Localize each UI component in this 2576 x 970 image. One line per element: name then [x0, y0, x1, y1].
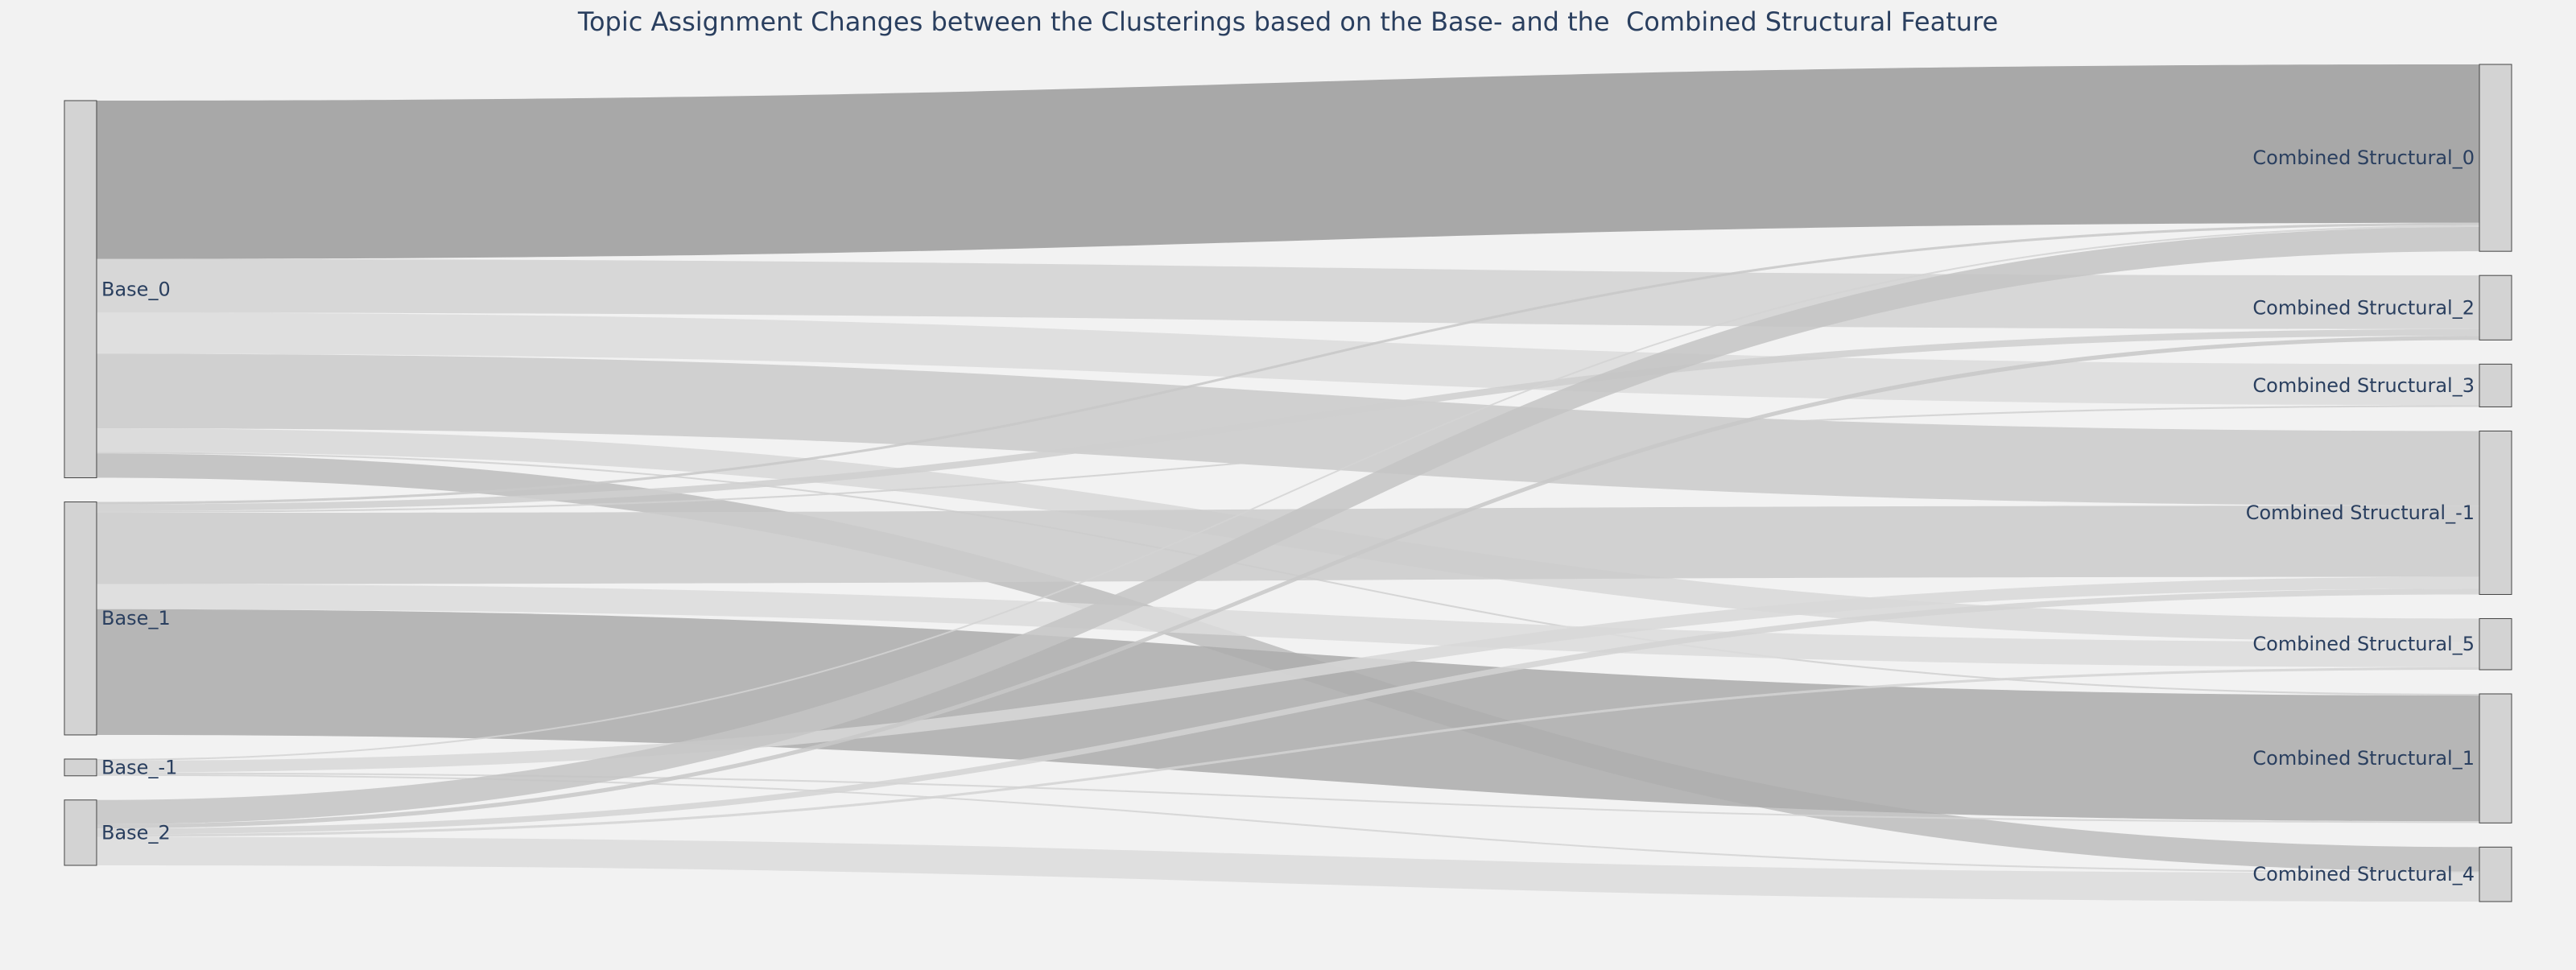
node-label-combined-structural-0: Combined Structural_0: [2252, 147, 2475, 169]
link-base-2-to-combined-structural-0[interactable]: [97, 226, 2479, 824]
link-base-2-to-combined-structural-5[interactable]: [97, 667, 2479, 837]
link-base-minus1-to-combined-structural-0[interactable]: [97, 225, 2479, 762]
link-base-0-to-combined-structural-minus1[interactable]: [97, 353, 2479, 506]
node-combined-structural-4[interactable]: [2479, 846, 2512, 902]
node-label-base-0: Base_0: [101, 278, 171, 300]
link-base-1-to-combined-structural-2[interactable]: [97, 328, 2479, 511]
node-combined-structural-5[interactable]: [2479, 617, 2512, 671]
link-base-1-to-combined-structural-5[interactable]: [97, 584, 2479, 667]
node-label-combined-structural-2: Combined Structural_2: [2252, 296, 2475, 319]
link-base-1-to-combined-structural-3[interactable]: [97, 405, 2479, 514]
link-base-1-to-combined-structural-0[interactable]: [97, 222, 2479, 505]
node-combined-structural-2[interactable]: [2479, 274, 2512, 341]
node-label-combined-structural-3: Combined Structural_3: [2252, 374, 2475, 397]
link-base-minus1-to-combined-structural-4[interactable]: [97, 774, 2479, 873]
link-base-0-to-combined-structural-0[interactable]: [97, 64, 2479, 259]
node-combined-structural-3[interactable]: [2479, 363, 2512, 407]
node-combined-structural-minus1[interactable]: [2479, 430, 2512, 595]
link-base-minus1-to-combined-structural-1[interactable]: [97, 772, 2479, 823]
node-combined-structural-0[interactable]: [2479, 64, 2512, 252]
link-base-0-to-combined-structural-3[interactable]: [97, 312, 2479, 406]
node-base-minus1[interactable]: [64, 758, 97, 777]
links-layer: [97, 64, 2479, 902]
link-base-minus1-to-combined-structural-minus1[interactable]: [97, 576, 2479, 773]
node-base-2[interactable]: [64, 799, 97, 866]
node-label-combined-structural-minus1: Combined Structural_-1: [2246, 502, 2475, 524]
link-base-2-to-combined-structural-4[interactable]: [97, 836, 2479, 902]
link-base-2-to-combined-structural-2[interactable]: [97, 336, 2479, 829]
node-label-combined-structural-1: Combined Structural_1: [2252, 747, 2475, 770]
link-base-2-to-combined-structural-minus1[interactable]: [97, 588, 2479, 835]
link-base-1-to-combined-structural-1[interactable]: [97, 609, 2479, 822]
node-label-base-1: Base_1: [101, 607, 171, 629]
chart-title: Topic Assignment Changes between the Clu…: [577, 6, 1999, 37]
node-label-base-minus1: Base_-1: [101, 756, 177, 778]
node-label-combined-structural-4: Combined Structural_4: [2252, 863, 2475, 885]
node-combined-structural-1[interactable]: [2479, 693, 2512, 823]
nodes-layer: Base_0 Base_1 Base_-1 Base_2 Combined Struct…: [64, 64, 2512, 902]
node-label-combined-structural-5: Combined Structural_5: [2252, 633, 2475, 655]
node-base-1[interactable]: [64, 502, 97, 736]
link-base-1-to-combined-structural-minus1[interactable]: [97, 506, 2479, 584]
node-label-base-2: Base_2: [101, 821, 171, 844]
node-base-0[interactable]: [64, 100, 97, 479]
